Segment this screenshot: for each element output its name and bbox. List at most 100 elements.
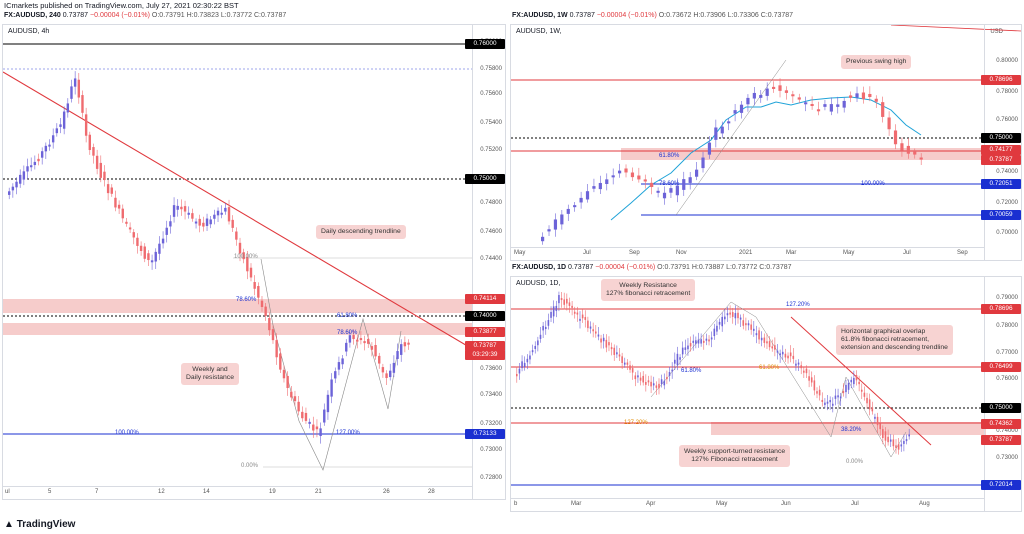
br-candle	[824, 402, 826, 405]
left-candle	[121, 208, 124, 219]
left-label-countdown: 03:29:39	[465, 350, 505, 360]
br-candle	[676, 353, 679, 366]
left-fib-100: 100.00%	[115, 430, 139, 436]
tr-candle	[630, 172, 635, 178]
left-candle	[198, 218, 201, 226]
br-tick-2: 0.77000	[996, 350, 1018, 356]
tr-candle	[720, 126, 724, 134]
br-xtick-0: b	[514, 501, 518, 507]
left-candle	[110, 187, 113, 194]
br-time-axis[interactable]: b Mar Apr May Jun Jul Aug	[511, 498, 985, 511]
left-fib-127: 127.00%	[336, 430, 360, 436]
left-price-axis[interactable]: 0.760000.758000.756000.754000.752000.748…	[472, 25, 505, 499]
tr-candle	[547, 229, 551, 232]
tv-logo-icon: ▲	[4, 519, 14, 530]
br-candle	[826, 401, 829, 404]
br-candle	[523, 362, 526, 368]
br-candle	[573, 311, 576, 314]
left-label-074: 0.74000	[465, 311, 505, 321]
br-annotation-weekly-l2: 127% fibonacci retracement	[606, 290, 691, 297]
left-tick-2: 0.75600	[480, 91, 502, 97]
left-candle	[95, 155, 99, 169]
br-price-axis[interactable]: 0.79000 0.78000 0.77000 0.76000 0.74000 0.730…	[984, 277, 1021, 511]
left-candle	[128, 227, 132, 230]
br-candle	[739, 317, 742, 320]
tr-candle	[733, 110, 737, 114]
br-annotation-support-l1: Weekly support-turned resistance	[684, 448, 786, 455]
left-fib-0: 0.00%	[241, 463, 259, 469]
br-candle	[845, 384, 847, 393]
br-candle	[600, 338, 602, 343]
tr-candle	[707, 142, 712, 155]
tr-candle	[701, 157, 705, 169]
br-candle	[837, 395, 839, 398]
left-candle	[114, 197, 117, 208]
br-candle	[534, 345, 537, 349]
br-xtick-2: Apr	[646, 501, 656, 507]
tr-candle	[778, 85, 782, 91]
tr-candle	[791, 94, 795, 97]
tr-candle	[650, 182, 654, 188]
left-candle	[279, 353, 282, 370]
left-candle	[396, 351, 399, 359]
left-candle	[312, 424, 315, 431]
left-low: L:0.73772	[220, 12, 252, 19]
br-annotation-horizontal-l1: Horizontal graphical overlap	[841, 328, 926, 335]
br-candle	[655, 385, 658, 388]
tr-candle	[752, 92, 756, 99]
left-candle	[293, 396, 297, 402]
left-change: −0.00004 (−0.01%)	[90, 12, 150, 19]
tr-xtick-3: Nov	[676, 250, 687, 256]
left-candle	[238, 242, 242, 254]
tr-candle	[624, 168, 628, 173]
tr-candle	[598, 182, 602, 190]
tr-candle	[560, 214, 564, 225]
left-candle	[150, 260, 154, 263]
tr-candle	[823, 104, 827, 107]
left-candle	[319, 428, 322, 437]
br-candle	[618, 354, 621, 357]
br-xtick-6: Aug	[919, 501, 930, 507]
br-candle	[613, 347, 616, 355]
br-candle	[710, 337, 713, 340]
br-label-073787: 0.73787	[981, 435, 1021, 445]
br-candle	[692, 340, 695, 343]
tr-candle	[688, 177, 692, 183]
publish-header: ICmarkets published on TradingView.com, …	[4, 1, 239, 10]
br-chart-pane[interactable]: AUDUSD, 1D, 127.20% 61.80% 61.80% 127.20…	[510, 276, 1022, 512]
left-label-074114: 0.74114	[465, 294, 505, 304]
left-candle	[337, 362, 341, 370]
br-candle	[592, 329, 594, 332]
tr-candle	[906, 145, 910, 154]
br-candle	[531, 350, 534, 353]
br-candle	[908, 434, 910, 437]
br-candle	[647, 380, 650, 383]
tr-candle	[592, 186, 596, 189]
br-chart-title: AUDUSD, 1D,	[516, 280, 561, 287]
tr-chart-pane[interactable]: AUDUSD, 1W, USD 61.80% 78.60% 100.00% Pr…	[510, 24, 1022, 261]
br-candle	[832, 403, 834, 406]
left-fib-618: 61.80%	[337, 313, 358, 319]
tr-line-top	[890, 25, 1021, 32]
br-fib-618a: 61.80%	[681, 368, 702, 374]
left-candle	[345, 342, 348, 352]
left-candle	[48, 144, 51, 147]
left-time-axis[interactable]: ul 5 7 12 14 19 21 26 28	[3, 486, 473, 499]
left-annotation-resistance: Weekly and Daily resistance	[181, 363, 239, 385]
left-candle	[26, 166, 29, 172]
tr-candle	[714, 127, 718, 140]
br-label-076499: 0.76499	[981, 362, 1021, 372]
left-candle	[257, 286, 260, 298]
left-tick-5: 0.74800	[480, 200, 502, 206]
br-candle	[602, 337, 605, 342]
tr-candle	[836, 104, 840, 107]
left-zigzag	[260, 258, 402, 471]
left-chart-pane[interactable]: AUDUSD, 4h 100.00% 78.60% 61.80% 78.60% …	[2, 24, 506, 500]
left-candle	[99, 162, 102, 178]
br-fib-382: 38.20%	[841, 427, 862, 433]
left-candle	[378, 355, 381, 364]
br-candle	[860, 389, 863, 392]
left-candle	[242, 252, 245, 260]
tv-logo-text: TradingView	[16, 519, 76, 530]
tr-time-axis[interactable]: May Jul Sep Nov 2021 Mar May Jul Sep	[511, 247, 985, 260]
